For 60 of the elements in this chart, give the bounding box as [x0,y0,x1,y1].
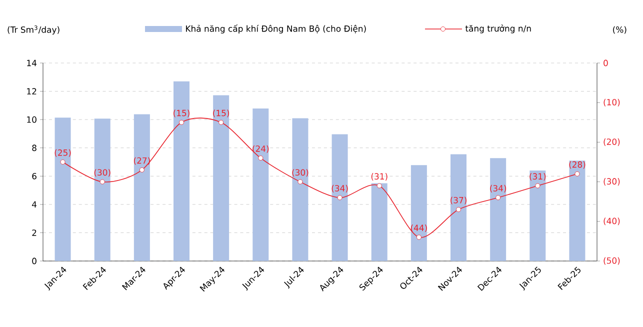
point [337,195,342,200]
data-label: (30) [292,169,308,177]
y-axis-title: (Tr Sm$^{3}$/day) [8,26,60,34]
point [258,156,264,161]
y2-tick-label: 0 [604,60,608,66]
data-label: (34) [490,184,506,192]
data-label: (30) [94,169,110,177]
y2-tick-label: (40) [604,218,620,226]
y-tick-label: 4 [32,201,37,208]
bar [410,165,427,261]
data-label: (44) [410,224,427,232]
y-tick-label: 8 [32,144,36,152]
bar [174,81,190,261]
legend-label: tăng trưởng n/n [465,24,531,34]
bar [292,118,308,261]
point [496,195,501,200]
point [60,160,66,164]
point [100,179,105,184]
y-tick-label: 14 [27,60,37,66]
bar [252,108,269,261]
data-label: (34) [332,184,348,192]
y-tick-label: 10 [27,116,36,123]
y-tick-label: 6 [32,172,36,180]
y2-tick-label: (30) [604,178,620,186]
y-tick-label: 12 [27,88,36,94]
bar [213,95,230,261]
bar [94,118,110,261]
bar [134,114,150,261]
data-label: (15) [174,110,190,118]
bar [490,158,506,261]
data-label: (15) [213,110,230,118]
point [179,120,184,125]
data-label: (24) [252,145,269,153]
data-label: (31) [371,173,388,181]
bar [332,134,348,261]
bar [530,170,546,261]
data-label: (37) [450,196,466,204]
y-tick-label: 0 [32,258,36,264]
data-label: (31) [530,173,546,181]
point [535,183,540,188]
point [574,171,580,176]
bar [569,160,586,261]
y-tick-label: 2 [32,230,36,236]
y2-tick-label: (20) [604,138,620,146]
y2-tick-label: (10) [604,98,620,106]
data-label: (27) [134,157,150,165]
point [139,167,144,172]
legend-label: Khả năng cấp khí Đông Nam Bộ (cho Điện) [186,24,366,34]
point [416,234,422,240]
point [298,179,303,184]
bar [450,154,467,261]
point [218,120,224,125]
data-label: (25) [54,149,71,157]
data-label: (28) [569,161,586,169]
y2-tick-label: (50) [604,257,620,265]
bar [54,118,71,261]
y2-axis-title: (%) [613,26,626,34]
bar [371,183,388,261]
point [376,183,382,188]
point [456,207,461,212]
